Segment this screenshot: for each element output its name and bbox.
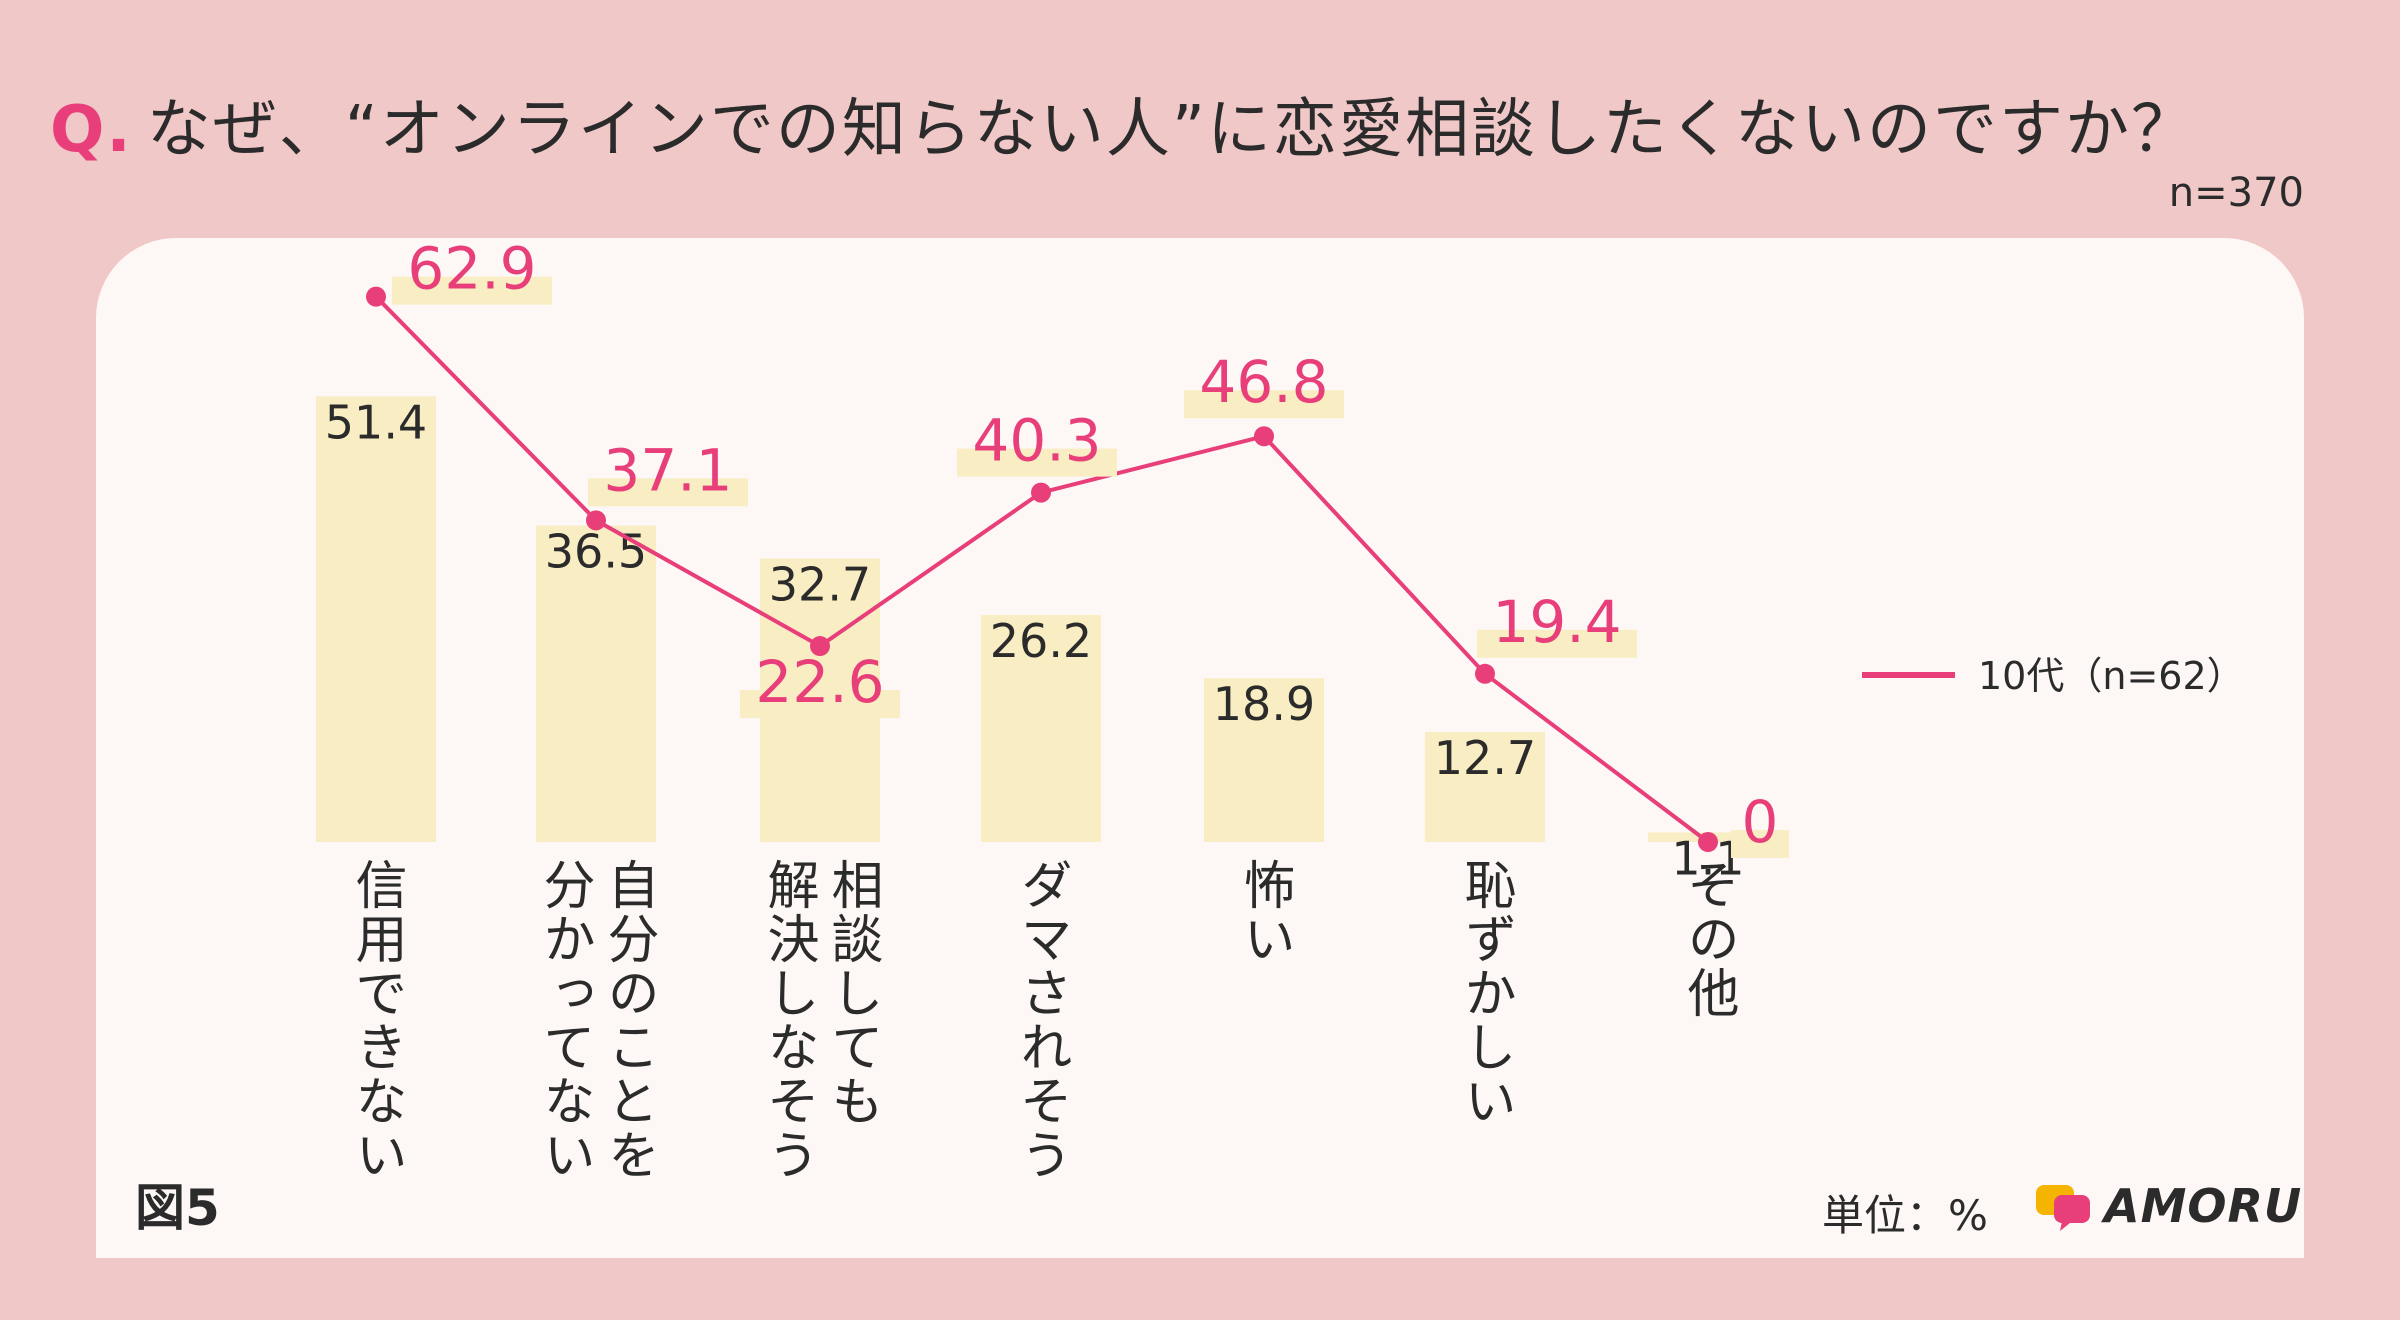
bar	[1204, 678, 1324, 842]
line-value-highlight	[957, 448, 1117, 477]
brand-logo: AMORU	[2034, 1178, 2302, 1234]
line-value-label: 19.4	[1492, 588, 1621, 656]
bar-value-label: 18.9	[1213, 677, 1315, 731]
line-value-label: 40.3	[972, 407, 1101, 475]
bar	[316, 396, 436, 842]
line-value-label: 22.6	[755, 648, 884, 716]
line-point	[1031, 482, 1051, 503]
line-value-highlight	[740, 690, 900, 719]
bar-value-label: 26.2	[990, 614, 1092, 668]
line-value-highlight	[1731, 830, 1789, 858]
chart-title: Q. なぜ、“オンラインでの知らない人”に恋愛相談したくないのですか？	[50, 78, 2197, 170]
line-point	[1698, 832, 1718, 852]
sample-size: n=370	[2168, 170, 2304, 216]
bar-value-label: 32.7	[769, 557, 871, 611]
question-mark-label: Q.	[50, 93, 133, 167]
line-point	[810, 636, 830, 657]
line-value-highlight	[588, 478, 748, 507]
bar-value-label: 12.7	[1434, 731, 1536, 785]
category-label: 信用できない	[346, 858, 406, 1182]
bar-value-label: 51.4	[325, 395, 427, 449]
bar	[536, 525, 656, 842]
category-label: ダマされそう	[1011, 858, 1071, 1182]
line-value-highlight	[392, 276, 552, 305]
line-point	[1254, 426, 1274, 447]
bar-value-label: 36.5	[545, 525, 647, 579]
legend-label: 10代（n=62）	[1978, 654, 2245, 698]
line-value-label: 37.1	[603, 436, 732, 504]
line-value-label: 62.9	[407, 235, 536, 303]
category-label: 相談しても 解決しなそう	[758, 858, 882, 1182]
line-value-highlight	[1184, 390, 1344, 419]
line-value-label: 46.8	[1199, 348, 1328, 416]
line-value-highlight	[1477, 629, 1637, 658]
line-value-label: 0	[1742, 788, 1779, 856]
speech-bubble-icon	[2036, 1185, 2090, 1231]
line-point	[366, 286, 386, 307]
bar	[981, 614, 1101, 842]
figure-label: 図5	[135, 1179, 220, 1237]
category-label: その他	[1678, 858, 1738, 1020]
bar	[1425, 731, 1545, 842]
line-point	[1475, 663, 1495, 684]
brand-name: AMORU	[2104, 1179, 2303, 1233]
category-label: 自分のことを 分かってない	[534, 858, 658, 1182]
unit-label: 単位：%	[1822, 1191, 1988, 1240]
question-text: なぜ、“オンラインでの知らない人”に恋愛相談したくないのですか？	[146, 93, 2198, 167]
category-label: 恥ずかしい	[1455, 858, 1515, 1128]
line-point	[586, 510, 606, 531]
category-label: 怖い	[1234, 858, 1294, 966]
